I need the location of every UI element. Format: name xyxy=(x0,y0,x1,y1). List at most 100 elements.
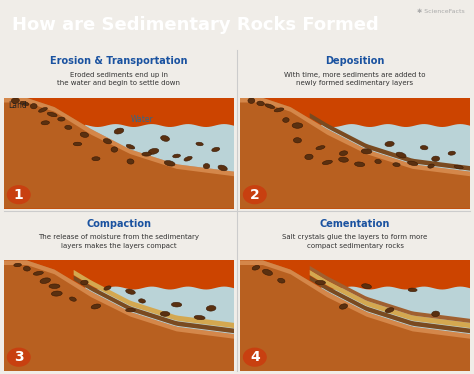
Ellipse shape xyxy=(432,311,439,317)
Ellipse shape xyxy=(173,154,181,158)
Ellipse shape xyxy=(206,306,216,311)
Polygon shape xyxy=(73,276,234,333)
Ellipse shape xyxy=(278,278,285,283)
Ellipse shape xyxy=(103,139,111,144)
Ellipse shape xyxy=(428,164,434,168)
Text: 2: 2 xyxy=(250,188,260,202)
Polygon shape xyxy=(310,270,470,328)
Ellipse shape xyxy=(47,112,57,117)
Ellipse shape xyxy=(385,141,394,147)
Ellipse shape xyxy=(265,104,274,108)
Polygon shape xyxy=(321,286,470,334)
Ellipse shape xyxy=(160,312,170,316)
Ellipse shape xyxy=(420,145,428,150)
Ellipse shape xyxy=(172,302,182,307)
Ellipse shape xyxy=(20,101,29,105)
Ellipse shape xyxy=(252,266,260,270)
Polygon shape xyxy=(240,98,470,209)
Ellipse shape xyxy=(11,98,19,103)
Ellipse shape xyxy=(142,152,151,156)
Ellipse shape xyxy=(164,160,175,166)
Ellipse shape xyxy=(58,117,65,121)
Polygon shape xyxy=(240,98,470,209)
Ellipse shape xyxy=(432,156,439,161)
Ellipse shape xyxy=(30,104,37,109)
Ellipse shape xyxy=(138,299,146,303)
Circle shape xyxy=(7,347,31,367)
Polygon shape xyxy=(4,260,234,371)
Text: Water: Water xyxy=(131,114,154,123)
Ellipse shape xyxy=(361,149,372,154)
Polygon shape xyxy=(240,260,470,371)
Ellipse shape xyxy=(111,147,118,152)
Ellipse shape xyxy=(126,144,135,149)
Ellipse shape xyxy=(49,284,60,288)
Polygon shape xyxy=(321,124,470,172)
Ellipse shape xyxy=(408,288,417,292)
Polygon shape xyxy=(240,260,470,371)
Text: Cementation: Cementation xyxy=(320,219,390,229)
Text: Eroded sediments end up in
the water and begin to settle down: Eroded sediments end up in the water and… xyxy=(57,72,181,86)
Ellipse shape xyxy=(148,148,159,154)
Ellipse shape xyxy=(375,159,381,163)
Ellipse shape xyxy=(218,165,227,171)
Ellipse shape xyxy=(293,138,301,143)
Ellipse shape xyxy=(51,291,62,296)
Ellipse shape xyxy=(315,280,326,285)
Text: Salt crystals glue the layers to form more
compact sedimentary rocks: Salt crystals glue the layers to form mo… xyxy=(283,234,428,249)
Ellipse shape xyxy=(393,163,400,166)
Polygon shape xyxy=(85,124,234,172)
Ellipse shape xyxy=(292,123,303,128)
Ellipse shape xyxy=(40,278,50,283)
Polygon shape xyxy=(310,276,470,333)
Text: With time, more sediments are added to
newly formed sedimentary layers: With time, more sediments are added to n… xyxy=(284,72,426,86)
Ellipse shape xyxy=(14,263,21,267)
Ellipse shape xyxy=(23,266,30,271)
Ellipse shape xyxy=(184,156,192,161)
Ellipse shape xyxy=(339,304,347,309)
Ellipse shape xyxy=(80,132,89,137)
Text: Deposition: Deposition xyxy=(325,56,385,66)
Ellipse shape xyxy=(355,162,365,166)
Text: Land: Land xyxy=(9,101,27,110)
Ellipse shape xyxy=(81,280,88,285)
Ellipse shape xyxy=(196,142,203,146)
Ellipse shape xyxy=(104,286,111,290)
Text: The release of moisture from the sedimentary
layers makes the layers compact: The release of moisture from the sedimen… xyxy=(38,234,200,249)
Ellipse shape xyxy=(114,128,124,134)
Ellipse shape xyxy=(448,151,456,155)
Ellipse shape xyxy=(283,118,289,122)
Ellipse shape xyxy=(65,125,72,129)
Ellipse shape xyxy=(33,272,43,275)
Polygon shape xyxy=(4,260,234,371)
Ellipse shape xyxy=(362,284,372,289)
Ellipse shape xyxy=(203,163,210,169)
Circle shape xyxy=(243,347,267,367)
Ellipse shape xyxy=(454,165,463,169)
Ellipse shape xyxy=(126,289,135,294)
Ellipse shape xyxy=(70,297,76,301)
Ellipse shape xyxy=(92,157,100,161)
Text: How are Sedimentary Rocks Formed: How are Sedimentary Rocks Formed xyxy=(12,16,379,34)
Polygon shape xyxy=(240,260,470,339)
Ellipse shape xyxy=(274,108,284,112)
Ellipse shape xyxy=(41,121,49,125)
Polygon shape xyxy=(4,98,234,209)
Text: Erosion & Transportation: Erosion & Transportation xyxy=(50,56,188,66)
Ellipse shape xyxy=(127,159,134,164)
Ellipse shape xyxy=(396,152,406,158)
Text: ✱ ScienceFacts: ✱ ScienceFacts xyxy=(417,9,465,13)
Ellipse shape xyxy=(91,304,100,309)
Polygon shape xyxy=(73,270,234,328)
Text: 3: 3 xyxy=(14,350,24,364)
Ellipse shape xyxy=(126,309,136,312)
Ellipse shape xyxy=(322,160,332,165)
Polygon shape xyxy=(85,286,234,334)
Ellipse shape xyxy=(305,154,313,160)
Text: 4: 4 xyxy=(250,350,260,364)
Polygon shape xyxy=(4,260,234,339)
Ellipse shape xyxy=(316,146,325,150)
Ellipse shape xyxy=(38,107,47,112)
Circle shape xyxy=(243,185,267,204)
Polygon shape xyxy=(310,266,470,323)
